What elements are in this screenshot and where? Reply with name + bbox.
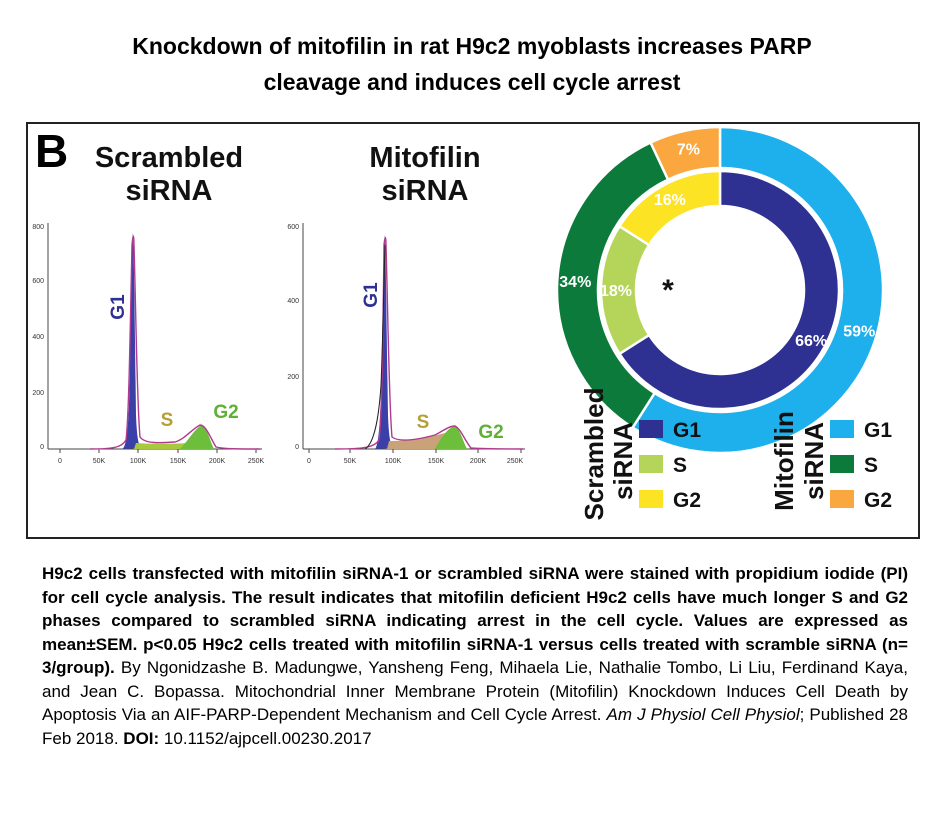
x-tick: 200K [470, 458, 487, 465]
g2-label: G2 [213, 402, 238, 423]
histogram-mitofilin: 600 400 200 0 0 50K 100K 150K 200K 250K … [287, 223, 525, 465]
y-tick: 200 [287, 374, 299, 381]
g2-peak [180, 425, 214, 449]
x-tick: 0 [307, 458, 311, 465]
histogram-scrambled: 800 600 400 200 0 0 50K 100K 150K 200K 2… [32, 223, 265, 465]
legend-label: G1 [673, 419, 701, 442]
y-tick: 600 [287, 224, 299, 231]
legend-1-title-line2: siRNA [608, 422, 638, 500]
y-tick: 0 [40, 444, 44, 451]
fit-curve [334, 236, 524, 450]
x-tick: 150K [428, 458, 445, 465]
donut-rings [555, 125, 885, 455]
doi-label: DOI: [123, 728, 160, 748]
doi-value: 10.1152/ajpcell.00230.2017 [159, 728, 372, 748]
legend-label: G1 [864, 419, 892, 442]
figure-caption: H9c2 cells transfected with mitofilin si… [42, 562, 908, 750]
caption-journal: Am J Physiol Cell Physiol [606, 705, 800, 724]
histogram-2-title: Mitofilin siRNA [342, 142, 508, 208]
title-line-2: cleavage and induces cell cycle arrest [263, 69, 681, 95]
s-label: S [161, 410, 174, 431]
donut-labels: 59% 34% 7% 66% 18% 16% [559, 141, 875, 350]
legend-label: G2 [864, 489, 892, 512]
x-tick: 0 [58, 458, 62, 465]
legend-label: G2 [673, 489, 701, 512]
histogram-1-title-line1: Scrambled [94, 142, 244, 174]
fit-curve [89, 235, 261, 450]
y-tick: 400 [287, 298, 299, 305]
outer-ring-slice-label: 59% [843, 323, 875, 340]
outer-ring-slice-g2 [648, 125, 722, 182]
x-tick: 250K [248, 458, 265, 465]
g1-label: G1 [361, 282, 382, 308]
caption-citation: By Ngonidzashe B. Madungwe, Yansheng Fen… [42, 658, 908, 724]
inner-ring-slice-g1 [617, 169, 841, 411]
g1-peak [375, 235, 394, 449]
donut-chart: 59% 34% 7% 66% 18% 16% * Scrambled siRNA G1 S… [555, 125, 892, 521]
x-tick: 50K [344, 458, 357, 465]
histogram-1-title-line2: siRNA [125, 175, 213, 207]
legend-1-title-line1: Scrambled [579, 388, 609, 521]
inner-ring-slice-label: 66% [795, 333, 827, 350]
s-phase-area [134, 443, 188, 449]
legend-swatch [639, 490, 663, 508]
legend-2-title-line1: Mitofilin [769, 411, 799, 511]
inner-ring-slice-g2 [617, 169, 722, 247]
g2-peak [435, 426, 467, 449]
title-line-1: Knockdown of mitofilin in rat H9c2 myobl… [132, 33, 812, 59]
histogram-2-title-line2: siRNA [381, 175, 469, 207]
x-tick: 100K [130, 458, 147, 465]
x-tick: 200K [209, 458, 226, 465]
page-title: Knockdown of mitofilin in rat H9c2 myobl… [0, 28, 944, 100]
inner-ring-slice-label: 16% [654, 192, 686, 209]
x-tick: 100K [385, 458, 402, 465]
legend-swatch [639, 420, 663, 438]
significance-asterisk: * [662, 274, 674, 307]
x-tick: 150K [170, 458, 187, 465]
overlay-curve [364, 244, 386, 450]
legend-swatch [830, 420, 854, 438]
legend-label: S [673, 454, 687, 477]
inner-ring-slice-label: 18% [600, 283, 632, 300]
legend-swatch [830, 490, 854, 508]
s-label: S [417, 412, 430, 433]
legend-swatch [639, 455, 663, 473]
x-tick: 250K [507, 458, 524, 465]
y-tick: 0 [295, 444, 299, 451]
x-tick: 50K [93, 458, 106, 465]
g1-peak [122, 233, 142, 449]
y-tick: 400 [32, 334, 44, 341]
y-tick: 800 [32, 224, 44, 231]
outer-ring-slice-label: 34% [559, 274, 591, 291]
panel-letter: B [35, 125, 69, 177]
legend-2-title-line2: siRNA [799, 422, 829, 500]
caption-summary: H9c2 cells transfected with mitofilin si… [42, 564, 908, 677]
g2-label: G2 [478, 422, 503, 443]
legend-swatch [830, 455, 854, 473]
y-tick: 600 [32, 278, 44, 285]
histogram-2-title-line1: Mitofilin [369, 142, 481, 174]
y-tick: 200 [32, 390, 44, 397]
legend-label: S [864, 454, 878, 477]
outer-ring-slice-label: 7% [677, 141, 700, 158]
g1-label: G1 [108, 294, 129, 320]
s-phase-area [387, 433, 451, 449]
histogram-1-title: Scrambled siRNA [80, 142, 258, 208]
caption-published: ; Published 28 Feb 2018. [42, 705, 909, 748]
